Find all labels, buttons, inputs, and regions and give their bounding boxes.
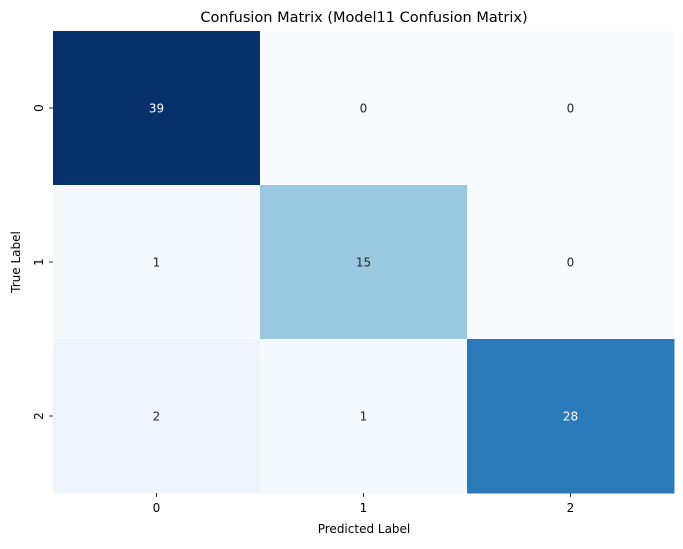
- y-axis: 0 1 2: [32, 104, 53, 420]
- heatmap-cell-0-1: [260, 31, 468, 186]
- y-tick-label-1: 1: [32, 258, 46, 266]
- cell-annotation-1-1: 15: [356, 256, 371, 270]
- heatmap-cell-1-0: [53, 185, 261, 340]
- heatmap-annotations: 39 0 0 1 15 0 2 1 28: [149, 102, 578, 424]
- cell-annotation-1-0: 1: [153, 256, 161, 270]
- x-axis: 0 1 2: [153, 493, 575, 515]
- y-tick-label-2: 2: [32, 412, 46, 420]
- cell-annotation-1-2: 0: [567, 256, 575, 270]
- cell-annotation-2-0: 2: [153, 410, 161, 424]
- x-tick-label-0: 0: [153, 501, 161, 515]
- x-tick-label-2: 2: [567, 501, 575, 515]
- cell-annotation-0-2: 0: [567, 102, 575, 116]
- y-tick-label-0: 0: [32, 104, 46, 112]
- heatmap-cells: [53, 31, 675, 494]
- cell-annotation-0-0: 39: [149, 102, 164, 116]
- x-tick-label-1: 1: [360, 501, 368, 515]
- x-axis-label: Predicted Label: [318, 522, 411, 536]
- heatmap-cell-2-2: [467, 339, 675, 494]
- y-axis-label: True Label: [9, 231, 23, 294]
- cell-annotation-2-2: 28: [563, 410, 578, 424]
- cell-annotation-0-1: 0: [360, 102, 368, 116]
- heatmap-cell-0-2: [467, 31, 675, 186]
- chart-title: Confusion Matrix (Model11 Confusion Matr…: [200, 10, 527, 26]
- cell-annotation-2-1: 1: [360, 410, 368, 424]
- heatmap-cell-2-1: [260, 339, 468, 494]
- heatmap-cell-0-0: [53, 31, 261, 186]
- heatmap-cell-2-0: [53, 339, 261, 494]
- heatmap-cell-1-2: [467, 185, 675, 340]
- heatmap-cell-1-1: [260, 185, 468, 340]
